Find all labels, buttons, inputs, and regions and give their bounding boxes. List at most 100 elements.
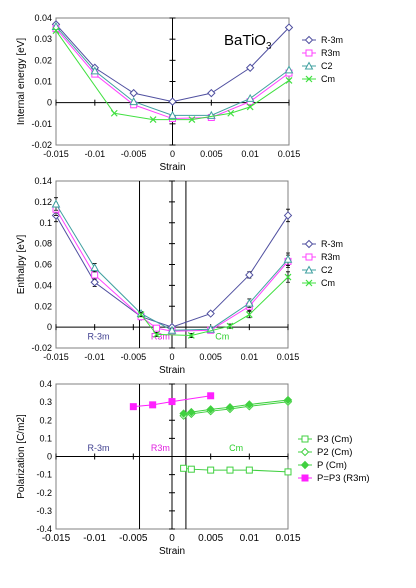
legend-entry: R-3m — [302, 239, 343, 249]
data-point — [246, 103, 254, 111]
legend-marker — [305, 279, 313, 287]
legend-label: P=P3 (R3m) — [317, 473, 370, 484]
x-tick-label: 0 — [169, 533, 175, 544]
data-point — [284, 273, 292, 281]
data-point — [245, 270, 254, 280]
legend-marker — [305, 75, 313, 83]
series-P3 (Cm) — [180, 464, 292, 476]
y-tick-label: 0.12 — [34, 197, 52, 207]
legend-marker — [304, 265, 314, 274]
data-point — [137, 311, 145, 319]
data-point — [283, 211, 293, 220]
y-tick-label: -0.02 — [31, 343, 52, 353]
legend-label: R-3m — [321, 35, 343, 45]
data-point — [179, 409, 188, 418]
data-point — [207, 466, 215, 474]
data-point — [226, 322, 234, 330]
series-C2 — [51, 21, 294, 119]
legend-label: Cm — [321, 74, 335, 84]
series-Cm — [52, 27, 293, 124]
data-point — [207, 88, 216, 98]
x-tick-label: 0 — [169, 352, 174, 362]
data-point — [52, 27, 60, 35]
x-tick-label: 0.01 — [240, 533, 260, 544]
y-axis-title: Internal energy [eV] — [16, 38, 27, 125]
x-tick-label: -0.01 — [85, 149, 106, 159]
data-point — [129, 97, 139, 106]
phase-label: Cm — [229, 443, 243, 453]
y-tick-label: 0.1 — [39, 433, 52, 443]
series-Cm — [137, 271, 292, 339]
data-point — [206, 405, 215, 414]
legend-marker — [301, 435, 309, 443]
chart-title-main: BaTiO — [224, 32, 266, 49]
legend-marker — [304, 239, 314, 249]
y-tick-label: 0.08 — [34, 239, 52, 249]
x-tick-label: 0.005 — [199, 352, 222, 362]
legend-entry: R3m — [302, 252, 340, 262]
x-tick-label: 0.015 — [275, 533, 300, 544]
legend-entry: Cm — [302, 74, 335, 84]
legend-label: P3 (Cm) — [317, 434, 352, 445]
legend-label: R-3m — [321, 239, 343, 249]
phase-label: R-3m — [88, 332, 110, 342]
data-point — [168, 398, 176, 406]
y-tick-label: -0.2 — [36, 488, 52, 498]
data-point — [245, 93, 255, 102]
legend-entry: R3m — [302, 48, 340, 58]
legend-marker — [304, 35, 314, 45]
x-tick-label: -0.015 — [42, 533, 71, 544]
y-tick-label: -0.01 — [31, 119, 52, 129]
data-point — [283, 395, 293, 405]
y-tick-label: 0 — [47, 322, 52, 332]
y-tick-label: 0.04 — [34, 280, 52, 290]
x-tick-label: 0.015 — [278, 149, 301, 159]
y-tick-label: 0.02 — [34, 55, 52, 65]
data-point — [129, 403, 137, 411]
x-tick-label: -0.015 — [43, 352, 69, 362]
data-point — [206, 309, 215, 318]
data-point — [149, 116, 157, 124]
legend-entry: Cm — [302, 278, 335, 288]
x-tick-label: -0.01 — [84, 352, 105, 362]
legend-marker — [301, 474, 309, 482]
data-point — [168, 110, 177, 119]
data-point — [284, 65, 294, 74]
series-line — [183, 401, 289, 417]
legend-marker — [300, 447, 310, 457]
y-tick-label: 0.02 — [34, 301, 52, 311]
legend-label: R3m — [321, 48, 340, 58]
legend-label: P2 (Cm) — [317, 447, 352, 458]
data-point — [227, 109, 235, 117]
y-axis-title: Enthalpy [eV] — [16, 235, 27, 295]
x-tick-label: 0.015 — [277, 352, 300, 362]
legend-label: Cm — [321, 278, 335, 288]
legend-entry: R-3m — [302, 35, 343, 45]
data-point — [188, 116, 196, 124]
data-point — [187, 407, 196, 417]
data-point — [153, 331, 160, 338]
phase-label: R-3m — [88, 443, 110, 453]
chart-3: -0.4 -0.3 -0.2 -0.1 0 0.1 0.2 0.3 0.4 -0.015 -0.01… — [16, 379, 370, 557]
series-line — [183, 467, 289, 473]
series-line — [183, 399, 289, 415]
y-tick-label: 0.3 — [39, 397, 52, 407]
data-point — [187, 332, 195, 339]
legend-label: R3m — [321, 252, 340, 262]
data-point — [284, 468, 292, 476]
x-axis-title: Strain — [159, 365, 185, 376]
y-tick-label: 0.1 — [39, 218, 52, 228]
data-point — [244, 298, 254, 307]
y-tick-label: -0.4 — [36, 524, 52, 534]
data-point — [129, 88, 138, 98]
y-tick-label: -0.02 — [31, 140, 52, 150]
data-point — [226, 466, 234, 474]
series-P (Cm) — [179, 395, 293, 418]
data-point — [245, 466, 253, 474]
data-point — [153, 324, 161, 332]
data-point — [51, 199, 61, 208]
legend-entry: P=P3 (R3m) — [298, 473, 370, 484]
data-point — [91, 271, 99, 279]
legend-entry: P (Cm) — [298, 460, 347, 471]
phase-label: R3m — [151, 443, 170, 453]
